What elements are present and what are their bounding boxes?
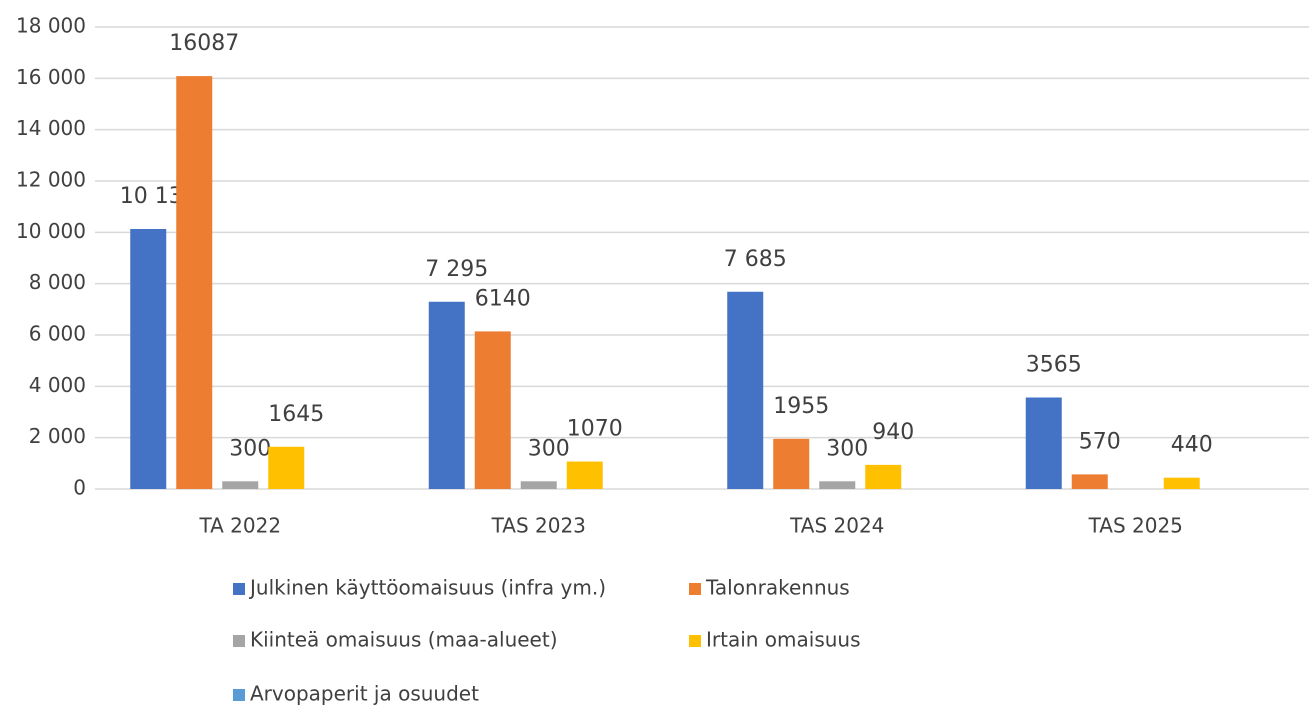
bar [222, 481, 259, 489]
bar [520, 481, 557, 489]
y-tick-label: 14 000 [16, 116, 86, 140]
legend-swatch [689, 635, 701, 647]
legend-label: Arvopaperit ja osuudet [250, 682, 479, 706]
data-label: 570 [1079, 429, 1121, 454]
bar [130, 228, 167, 489]
y-tick-label: 0 [73, 476, 86, 500]
bar [1071, 474, 1108, 489]
data-label: 1645 [268, 402, 324, 427]
bar [1025, 397, 1062, 489]
y-tick-label: 8 000 [29, 270, 86, 294]
legend-swatch [233, 583, 245, 595]
bar [727, 291, 764, 489]
legend-swatch [689, 583, 701, 595]
data-label: 1070 [567, 417, 623, 442]
data-label: 1955 [773, 394, 829, 419]
data-label: 6140 [475, 286, 531, 311]
x-tick-label: TAS 2024 [789, 514, 884, 538]
data-label: 300 [528, 436, 570, 461]
legend-label: Julkinen käyttöomaisuus (infra ym.) [248, 576, 606, 600]
bar [176, 76, 213, 489]
bar [773, 438, 810, 489]
bar [566, 461, 603, 489]
bar [819, 481, 856, 489]
x-tick-label: TA 2022 [198, 514, 281, 538]
y-tick-label: 18 000 [16, 14, 86, 38]
y-tick-label: 16 000 [16, 65, 86, 89]
legend-label: Kiinteä omaisuus (maa-alueet) [250, 628, 558, 652]
bar [1163, 477, 1200, 489]
y-tick-label: 4 000 [29, 373, 86, 397]
legend-label: Talonrakennus [705, 576, 850, 600]
y-tick-label: 10 000 [16, 219, 86, 243]
x-tick-label: TAS 2023 [491, 514, 586, 538]
data-label: 300 [826, 436, 868, 461]
y-tick-label: 6 000 [29, 322, 86, 346]
data-label: 7 685 [724, 247, 787, 272]
legend-label: Irtain omaisuus [706, 628, 861, 652]
bar [474, 331, 511, 489]
data-label: 7 295 [425, 257, 488, 282]
data-label: 940 [872, 420, 914, 445]
bar [865, 464, 902, 489]
legend-swatch [233, 689, 245, 701]
data-label: 440 [1171, 433, 1213, 458]
data-label: 3565 [1026, 352, 1082, 377]
data-label: 16087 [169, 31, 239, 56]
bar [428, 301, 465, 489]
legend-swatch [233, 635, 245, 647]
x-tick-label: TAS 2025 [1088, 514, 1183, 538]
y-tick-label: 2 000 [29, 424, 86, 448]
data-label: 300 [229, 436, 271, 461]
y-tick-label: 12 000 [16, 168, 86, 192]
bar [268, 446, 305, 489]
